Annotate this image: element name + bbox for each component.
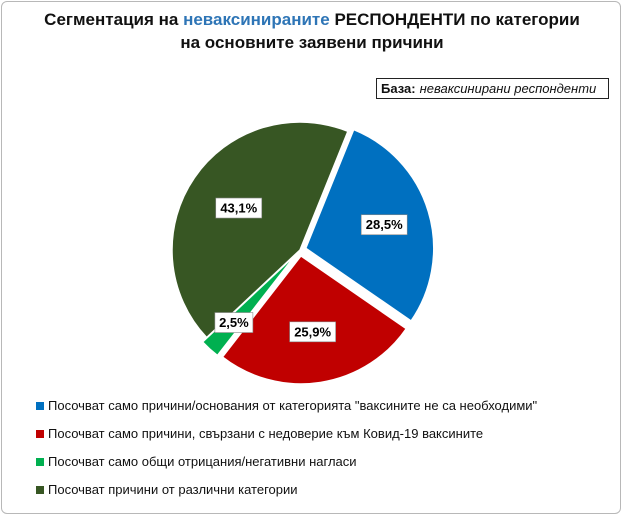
slice-label-text: 43,1% [220, 201, 257, 216]
legend-item-4: Посочват причини от различни категории [36, 482, 616, 510]
title-text-part: Сегментация на [44, 10, 184, 29]
slice-label-1: 28,5% [360, 214, 408, 236]
slice-label-box [360, 214, 408, 236]
slice-label-text: 2,5% [219, 315, 249, 330]
title-text-part: РЕСПОНДЕНТИ по категории [329, 10, 580, 29]
legend-label: Посочват причини от различни категории [48, 482, 298, 497]
legend-swatch [36, 402, 44, 410]
slice-label-box [289, 321, 336, 343]
pie-slices [171, 121, 435, 385]
title-highlight: неваксинираните [183, 10, 330, 29]
slice-label-text: 28,5% [366, 217, 403, 232]
pie-slice-2 [221, 254, 408, 385]
legend-item-2: Посочват само причини, свързани с недове… [36, 426, 616, 454]
pie-labels: 28,5% 25,9% 2,5% 43,1% [214, 197, 408, 343]
chart-title: Сегментация на неваксинираните РЕСПОНДЕН… [0, 8, 624, 54]
legend-item-3: Посочват само общи отрицания/негативни н… [36, 454, 616, 482]
slice-label-3: 2,5% [214, 312, 254, 333]
legend-label: Посочват само причини, свързани с недове… [48, 426, 484, 441]
legend-swatch [36, 486, 44, 494]
slice-label-box [215, 197, 263, 219]
base-value: неваксинирани респонденти [419, 81, 597, 96]
legend-label: Посочват само причини/основания от катег… [48, 398, 538, 413]
legend-swatch [36, 430, 44, 438]
slice-label-4: 43,1% [215, 197, 263, 219]
base-label: База: [381, 81, 416, 96]
slice-label-box [214, 312, 254, 333]
legend-swatch [36, 458, 44, 466]
pie-slice-4 [171, 121, 349, 339]
slice-label-2: 25,9% [289, 321, 336, 343]
legend-label: Посочват само общи отрицания/негативни н… [48, 454, 357, 469]
legend-item-1: Посочват само причини/основания от катег… [36, 398, 616, 426]
title-line-2: на основните заявени причини [180, 33, 444, 52]
legend: Посочват само причини/основания от катег… [36, 398, 616, 510]
slice-label-text: 25,9% [294, 324, 331, 339]
base-box: База: неваксинирани респонденти [376, 78, 609, 99]
title-line-1: Сегментация на неваксинираните РЕСПОНДЕН… [0, 8, 624, 31]
